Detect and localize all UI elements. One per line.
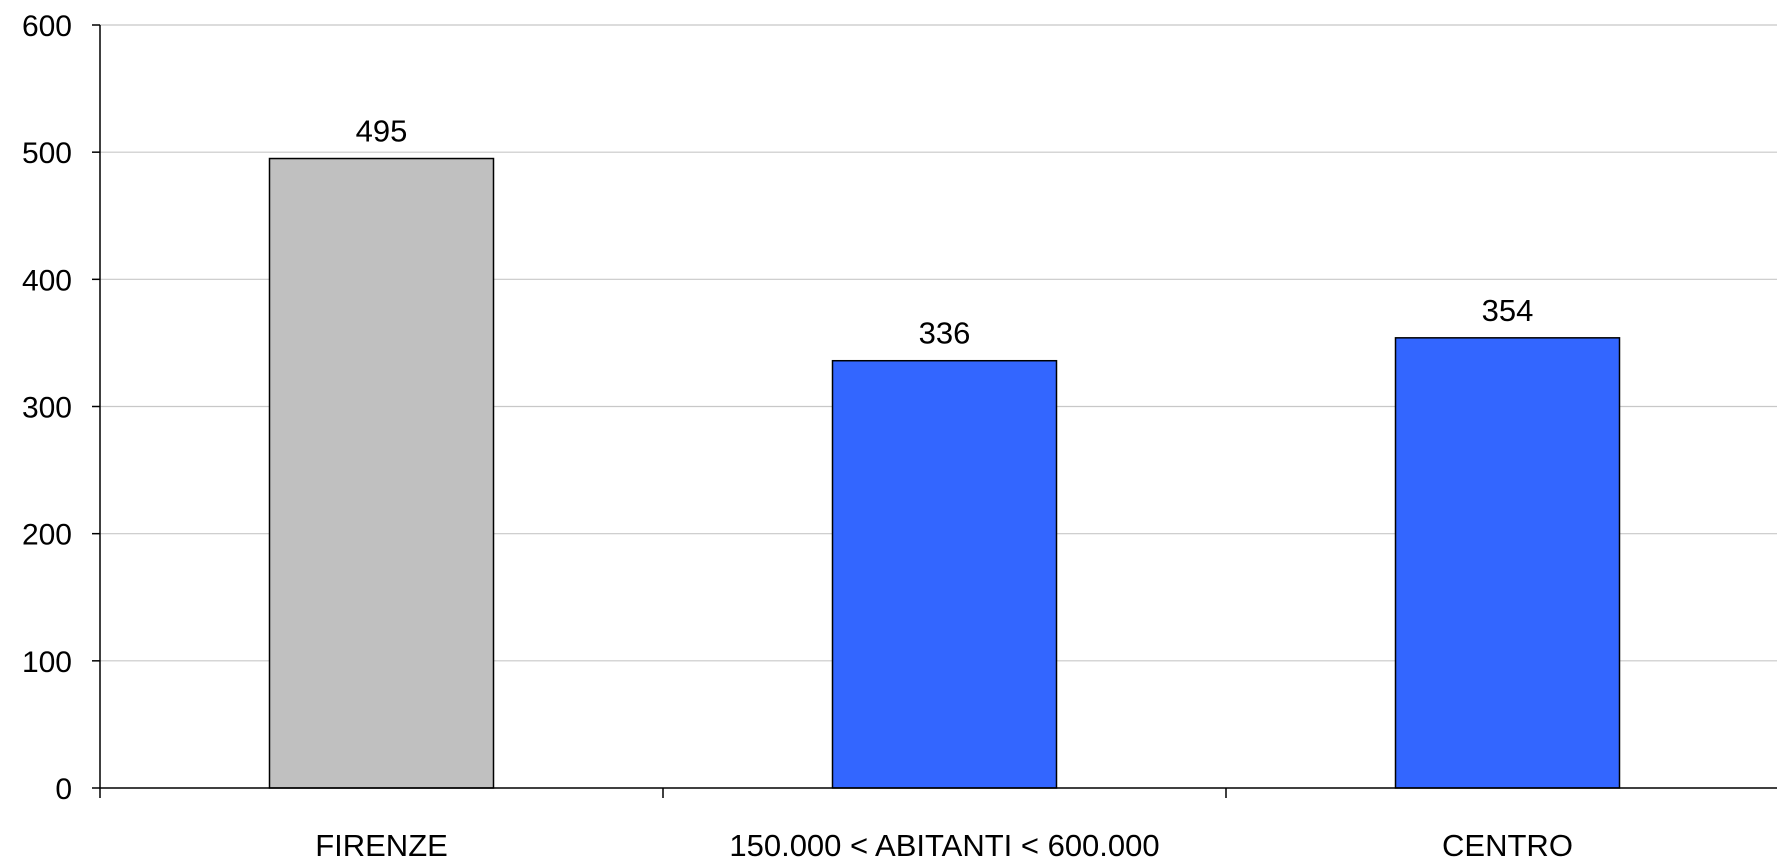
y-tick-label: 100 [22, 646, 72, 679]
y-tick-labels: 0 100 200 300 400 500 600 [22, 10, 72, 806]
y-tick-label: 500 [22, 137, 72, 170]
x-category-label: CENTRO [1442, 828, 1573, 862]
bar-2 [1394, 337, 1621, 789]
data-label: 336 [919, 316, 971, 351]
y-tick-label: 200 [22, 519, 72, 552]
data-labels: 495 336 354 [356, 114, 1534, 351]
y-tick-label: 400 [22, 264, 72, 297]
data-label: 495 [356, 114, 408, 149]
y-tick-label: 600 [22, 10, 72, 43]
axes [92, 24, 1777, 798]
y-tick-label: 300 [22, 392, 72, 425]
x-category-label: 150.000 < ABITANTI < 600.000 [729, 828, 1159, 862]
bar-0 [268, 157, 495, 789]
x-category-label: FIRENZE [315, 828, 448, 862]
bar-1 [831, 359, 1058, 789]
bars [268, 157, 1621, 789]
data-label: 354 [1482, 293, 1534, 328]
x-category-labels: FIRENZE 150.000 < ABITANTI < 600.000 CENTR… [315, 828, 1573, 862]
y-tick-label: 0 [55, 773, 72, 806]
